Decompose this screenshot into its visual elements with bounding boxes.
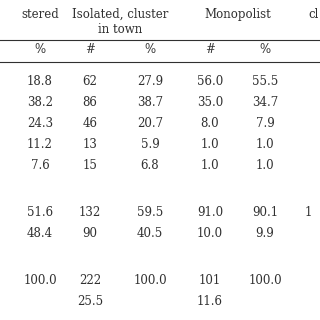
Text: 25.5: 25.5 [77, 295, 103, 308]
Text: 18.8: 18.8 [27, 75, 53, 88]
Text: %: % [144, 43, 156, 56]
Text: 1.0: 1.0 [256, 138, 274, 151]
Text: stered: stered [21, 8, 59, 21]
Text: 100.0: 100.0 [248, 274, 282, 287]
Text: Monopolist: Monopolist [204, 8, 271, 21]
Text: 38.7: 38.7 [137, 96, 163, 109]
Text: 132: 132 [79, 206, 101, 219]
Text: 6.8: 6.8 [141, 159, 159, 172]
Text: 34.7: 34.7 [252, 96, 278, 109]
Text: Isolated, cluster
in town: Isolated, cluster in town [72, 8, 168, 36]
Text: 90.1: 90.1 [252, 206, 278, 219]
Text: 40.5: 40.5 [137, 227, 163, 240]
Text: 1.0: 1.0 [201, 159, 219, 172]
Text: 15: 15 [83, 159, 97, 172]
Text: #: # [85, 43, 95, 56]
Text: 7.6: 7.6 [31, 159, 49, 172]
Text: 90: 90 [83, 227, 98, 240]
Text: 27.9: 27.9 [137, 75, 163, 88]
Text: %: % [35, 43, 45, 56]
Text: 48.4: 48.4 [27, 227, 53, 240]
Text: 5.9: 5.9 [140, 138, 159, 151]
Text: 91.0: 91.0 [197, 206, 223, 219]
Text: 62: 62 [83, 75, 97, 88]
Text: 1.0: 1.0 [256, 159, 274, 172]
Text: 1: 1 [304, 206, 312, 219]
Text: 1.0: 1.0 [201, 138, 219, 151]
Text: %: % [260, 43, 271, 56]
Text: 10.0: 10.0 [197, 227, 223, 240]
Text: 56.0: 56.0 [197, 75, 223, 88]
Text: 24.3: 24.3 [27, 117, 53, 130]
Text: 8.0: 8.0 [201, 117, 219, 130]
Text: 20.7: 20.7 [137, 117, 163, 130]
Text: 222: 222 [79, 274, 101, 287]
Text: #: # [205, 43, 215, 56]
Text: cl: cl [308, 8, 318, 21]
Text: 35.0: 35.0 [197, 96, 223, 109]
Text: 55.5: 55.5 [252, 75, 278, 88]
Text: 100.0: 100.0 [23, 274, 57, 287]
Text: 46: 46 [83, 117, 98, 130]
Text: 38.2: 38.2 [27, 96, 53, 109]
Text: 100.0: 100.0 [133, 274, 167, 287]
Text: 11.2: 11.2 [27, 138, 53, 151]
Text: 86: 86 [83, 96, 97, 109]
Text: 13: 13 [83, 138, 97, 151]
Text: 59.5: 59.5 [137, 206, 163, 219]
Text: 9.9: 9.9 [256, 227, 274, 240]
Text: 11.6: 11.6 [197, 295, 223, 308]
Text: 51.6: 51.6 [27, 206, 53, 219]
Text: 7.9: 7.9 [256, 117, 274, 130]
Text: 101: 101 [199, 274, 221, 287]
